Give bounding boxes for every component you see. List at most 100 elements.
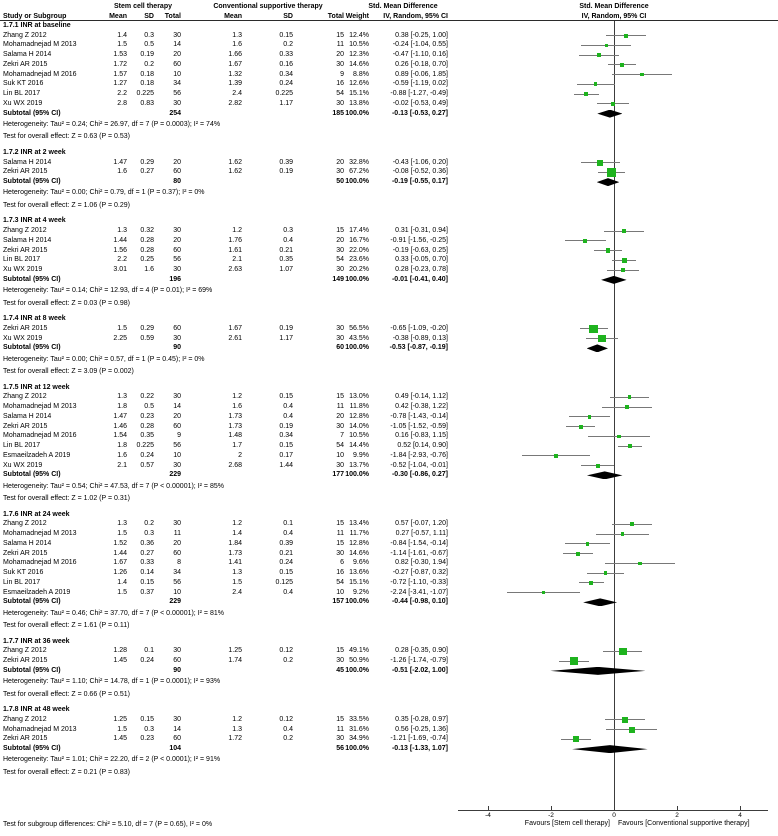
total2-value: 15 [336,393,344,401]
study-row: Lin BL 2017 1.4 0.15 56 1.5 0.125 54 15.1% -0.72… [0,578,778,588]
plot-strip [448,99,778,109]
total2-value: 15 [336,520,344,528]
subtotal-ci-text: -0.44 [-0.98, 0.10] [391,598,448,606]
study-name: Zekri AR 2015 [3,168,48,176]
total1-value: 9 [177,432,181,440]
study-row: Mohamadnejad M 2016 1.54 0.35 9 1.48 0.34 7 10.… [0,432,778,442]
section-title: 1.7.2 INR at 2 week [3,148,66,156]
heterogeneity-row: Heterogeneity: Tau² = 0.54; Chi² = 47.53… [0,480,778,493]
total2-value: 15 [336,227,344,235]
subtotal-weight: 100.0% [345,178,369,186]
effect-square [595,463,600,468]
section-title-row: 1.7.5 INR at 12 week [0,383,778,393]
mean2-value: 1.2 [232,520,242,528]
overall-effect-text: Test for overall effect: Z = 0.63 (P = 0… [3,133,130,141]
subtotal-ci-text: -0.01 [-0.41, 0.40] [391,275,448,283]
study-name: Salama H 2014 [3,412,52,420]
heterogeneity-text: Heterogeneity: Tau² = 0.46; Chi² = 37.70… [3,609,224,617]
subtotal-diamond [583,598,618,607]
sd2-value: 0.17 [279,451,293,459]
study-name: Zhang Z 2012 [3,520,47,528]
plot-strip [448,226,778,236]
weight-value: 14.0% [349,422,369,430]
study-row: Mohamadnejad M 2013 1.5 0.5 14 1.6 0.2 11 10.5%… [0,41,778,51]
study-name: Salama H 2014 [3,158,52,166]
plot-strip [448,109,778,119]
ci-text: 0.56 [-0.25, 1.36] [395,725,448,733]
mean2-value: 1.2 [232,715,242,723]
effect-square [638,561,642,566]
study-name: Zekri AR 2015 [3,324,48,332]
plot-strip [448,60,778,70]
sd1-value: 0.35 [140,432,154,440]
ci-text: 0.26 [-0.18, 0.70] [395,60,448,68]
sd1-value: 0.28 [140,236,154,244]
sd2-value: 0.15 [279,31,293,39]
ci-text: 0.38 [-0.25, 1.00] [395,31,448,39]
ci-method-header-right: IV, Random, 95% CI [581,12,647,20]
study-row: Xu WX 2019 3.01 1.6 30 2.63 1.07 30 20.2% 0.28 [… [0,265,778,275]
mean1-value: 1.6 [117,451,127,459]
subtotal-total1: 196 [169,275,181,283]
weight-value: 14.6% [349,60,369,68]
mean1-value: 1.56 [113,246,127,254]
sd1-value: 0.15 [140,578,154,586]
subtotal-label: Subtotal (95% CI) [3,178,61,186]
effect-square [587,414,592,419]
mean1-value: 1.5 [117,725,127,733]
plot-strip [448,666,778,676]
subtotal-total2: 50 [336,178,344,186]
mean2-value: 1.2 [232,393,242,401]
subtotal-total2: 177 [332,471,344,479]
total2-value: 16 [336,569,344,577]
study-name: Zhang Z 2012 [3,31,47,39]
plot-strip [448,647,778,657]
subtotal-total1: 229 [169,598,181,606]
mean1-value: 1.54 [113,432,127,440]
ci-text: -0.72 [-1.10, -0.33] [390,578,448,586]
total2-value: 54 [336,256,344,264]
weight-value: 10.5% [349,432,369,440]
heterogeneity-text: Heterogeneity: Tau² = 0.00; Chi² = 0.57,… [3,355,205,363]
ci-text: -1.21 [-1.69, -0.74] [390,735,448,743]
subtotal-ci-text: -0.13 [-1.33, 1.07] [391,745,448,753]
footer: Test for subgroup differences: Chi² = 5.… [0,817,778,833]
heterogeneity-row: Heterogeneity: Tau² = 1.10; Chi² = 14.78… [0,676,778,689]
mean1-value: 1.5 [117,41,127,49]
sd2-value: 0.1 [283,520,293,528]
study-name: Suk KT 2016 [3,80,44,88]
subtotal-ci-text: -0.53 [-0.87, -0.19] [389,344,448,352]
zero-reference-line [613,21,615,810]
total2-value: 9 [340,70,344,78]
subgroup-difference-test: Test for subgroup differences: Chi² = 5.… [3,821,213,828]
plot-strip [448,744,778,754]
mean2-value: 1.3 [232,725,242,733]
mean1-value: 1.5 [117,324,127,332]
plot-strip [448,432,778,442]
subtotal-label: Subtotal (95% CI) [3,471,61,479]
weight-value: 13.8% [349,99,369,107]
overall-effect-row: Test for overall effect: Z = 0.63 (P = 0… [0,131,778,144]
total2-value: 15 [336,647,344,655]
subtotal-total1: 104 [169,745,181,753]
sd2-value: 0.12 [279,715,293,723]
axis-tick [740,806,741,811]
sd1-value: 0.83 [140,99,154,107]
mean1-value: 1.28 [113,647,127,655]
study-name: Mohamadnejad M 2016 [3,432,77,440]
total1-value: 20 [173,51,181,59]
sd2-value: 0.16 [279,60,293,68]
total1-value: 14 [173,403,181,411]
mean1-value: 1.8 [117,403,127,411]
ci-text: -0.08 [-0.52, 0.36] [392,168,448,176]
total1-value: 10 [173,588,181,596]
sd2-value: 0.34 [279,432,293,440]
heterogeneity-text: Heterogeneity: Tau² = 0.54; Chi² = 47.53… [3,482,224,490]
overall-effect-text: Test for overall effect: Z = 0.03 (P = 0… [3,299,130,307]
sd1-value: 0.19 [140,51,154,59]
effect-square [620,62,625,67]
mean1-value: 1.57 [113,70,127,78]
sd1-value: 0.225 [136,90,154,98]
subtotal-row: Subtotal (95% CI) 80 50 100.0% -0.19 [-0.55,… [0,177,778,187]
effect-square [628,444,633,449]
